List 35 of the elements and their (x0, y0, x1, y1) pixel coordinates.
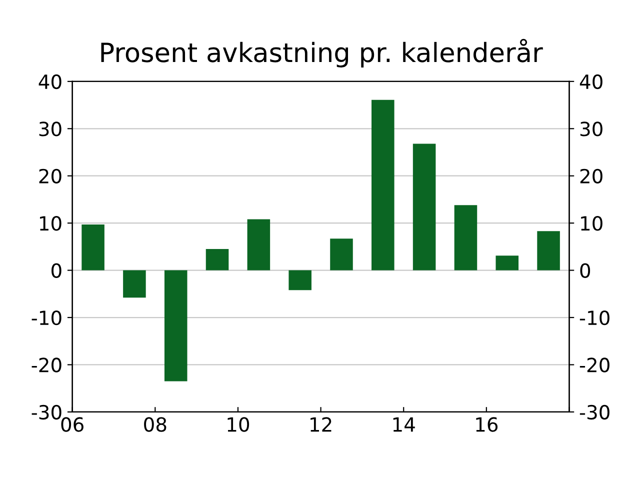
bar (82, 224, 104, 270)
bar (454, 205, 478, 270)
y2-tick-label: 40 (580, 74, 602, 90)
y2-tick-label: -20 (580, 358, 610, 372)
y2-tick-label: 0 (580, 263, 590, 278)
y-tick-label: -30 (32, 404, 62, 420)
bar (288, 270, 312, 290)
y-tick-label: 10 (40, 216, 62, 231)
x-tick-label: 14 (393, 417, 415, 432)
y2-tick-label: 30 (580, 122, 602, 136)
y-tick-label: -20 (32, 358, 62, 372)
y-tick-label: 0 (52, 263, 62, 278)
y2-tick-label: -10 (580, 310, 610, 326)
y-tick-label: 20 (39, 168, 62, 184)
y-tick-label: 40 (38, 74, 62, 90)
bar (412, 144, 436, 270)
bar (164, 270, 188, 382)
bar (496, 256, 519, 270)
y-tick-label: 30 (39, 122, 62, 136)
y2-tick-label: -30 (580, 404, 610, 420)
bar (537, 231, 560, 270)
bar (372, 100, 394, 270)
x-tick-label: 10 (228, 417, 250, 432)
bar (123, 270, 146, 298)
y2-tick-label: 10 (581, 216, 602, 231)
bar (330, 238, 353, 270)
chart-title: Prosent avkastning pr. kalenderår (101, 38, 543, 68)
bar (206, 249, 229, 270)
x-tick-label: 12 (310, 417, 332, 432)
x-tick-label: 16 (476, 417, 498, 432)
x-tick-label: 08 (144, 417, 166, 432)
bar (247, 219, 270, 270)
x-tick-label: 06 (61, 417, 84, 432)
y2-tick-label: 20 (580, 168, 602, 184)
y-tick-label: -10 (32, 310, 62, 326)
